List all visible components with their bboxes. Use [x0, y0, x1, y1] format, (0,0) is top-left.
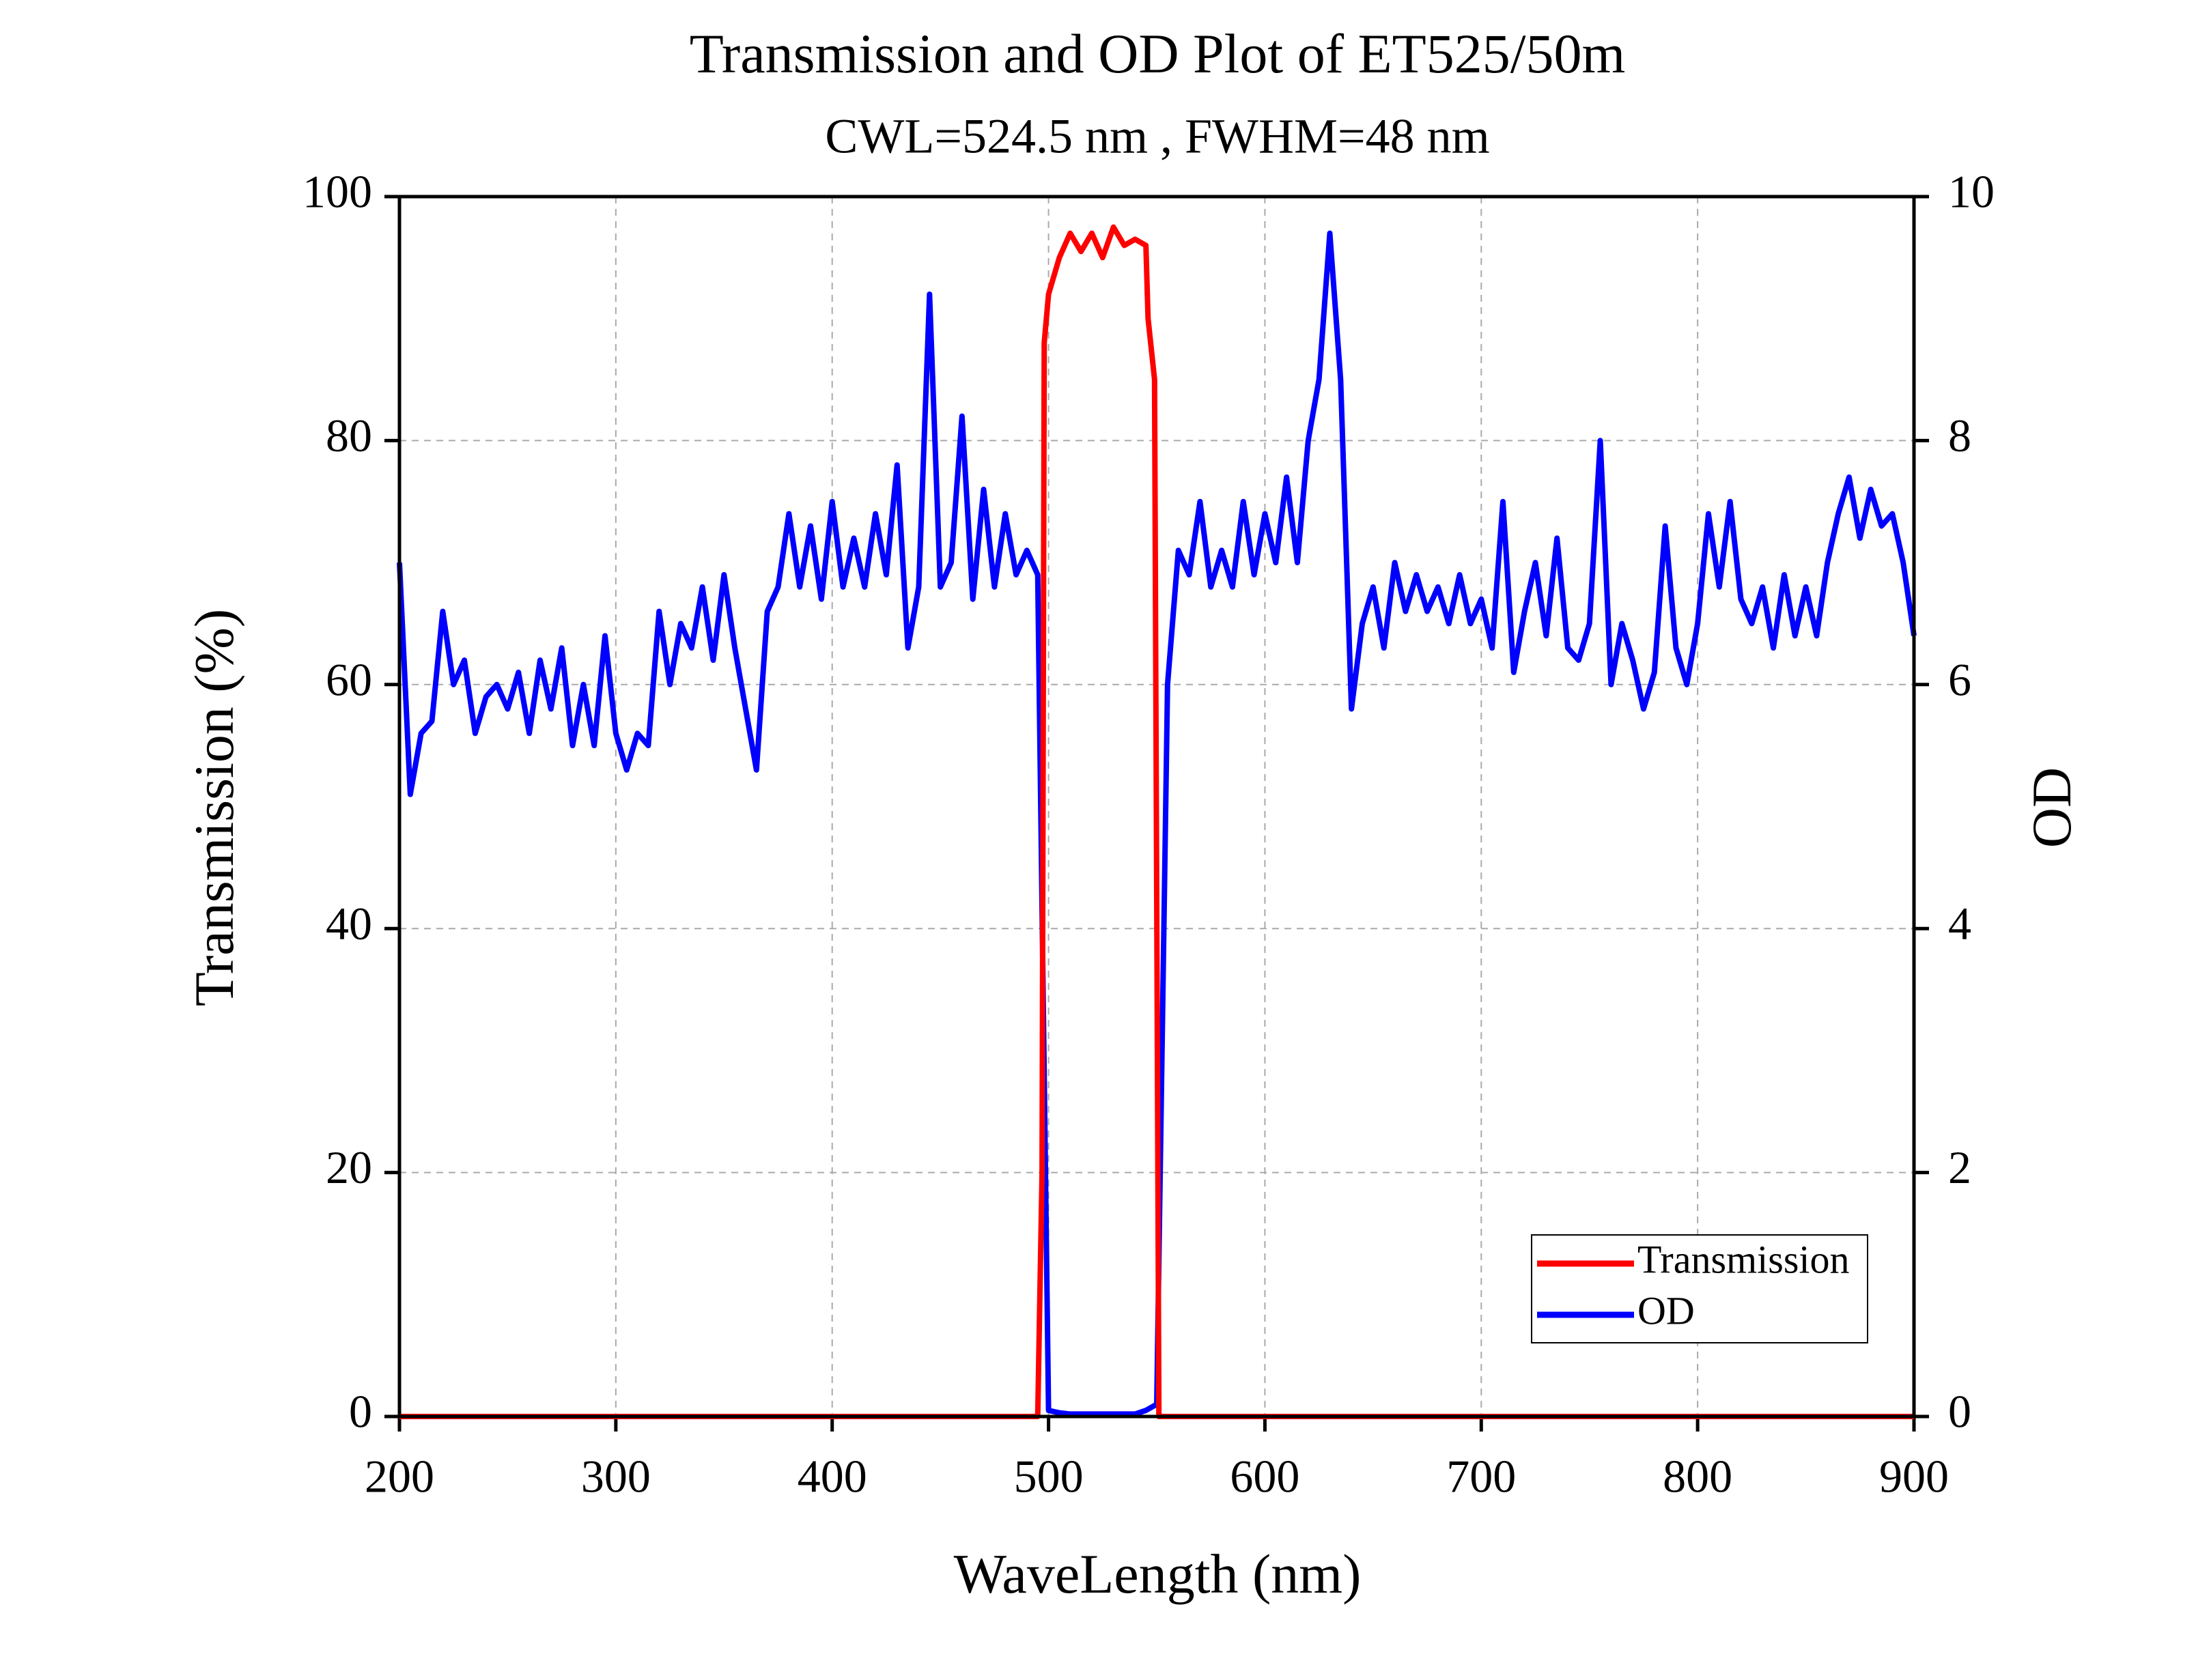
x-tick-label: 500: [1014, 1451, 1084, 1503]
y-tick-label: 40: [326, 898, 372, 950]
y-tick-label: 0: [349, 1386, 372, 1438]
y-tick-label: 20: [326, 1141, 372, 1193]
y2-tick-label: 6: [1948, 653, 1971, 705]
y-tick-label: 60: [326, 653, 372, 705]
y2-tick-label: 8: [1948, 410, 1971, 461]
y2-tick-label: 10: [1948, 166, 1995, 218]
y-tick-label: 100: [302, 166, 372, 218]
x-tick-label: 600: [1230, 1451, 1299, 1503]
x-tick-label: 700: [1446, 1451, 1516, 1503]
y-axis-label: Transmission (%): [183, 609, 245, 1006]
x-tick-label: 900: [1879, 1451, 1949, 1503]
data-line: [399, 224, 1914, 1419]
y2-tick-label: 2: [1948, 1141, 1971, 1193]
chart-subtitle: CWL=524.5 nm , FWHM=48 nm: [825, 109, 1489, 164]
y-tick-label: 80: [326, 410, 372, 461]
y2-axis-label: OD: [2021, 767, 2083, 848]
y2-tick-label: 0: [1948, 1386, 1971, 1438]
y2-tick-label: 4: [1948, 898, 1971, 950]
x-axis-label: WaveLength (nm): [954, 1543, 1362, 1605]
chart-title: Transmission and OD Plot of ET525/50m: [690, 23, 1626, 85]
x-tick-label: 800: [1663, 1451, 1732, 1503]
x-tick-label: 400: [798, 1451, 867, 1503]
plot-frame: [397, 195, 1916, 1419]
legend-box: [1531, 1234, 1868, 1343]
legend-label: OD: [1637, 1288, 1695, 1333]
legend-label: Transmission: [1637, 1237, 1850, 1281]
x-tick-label: 300: [581, 1451, 651, 1503]
x-tick-label: 200: [365, 1451, 434, 1503]
